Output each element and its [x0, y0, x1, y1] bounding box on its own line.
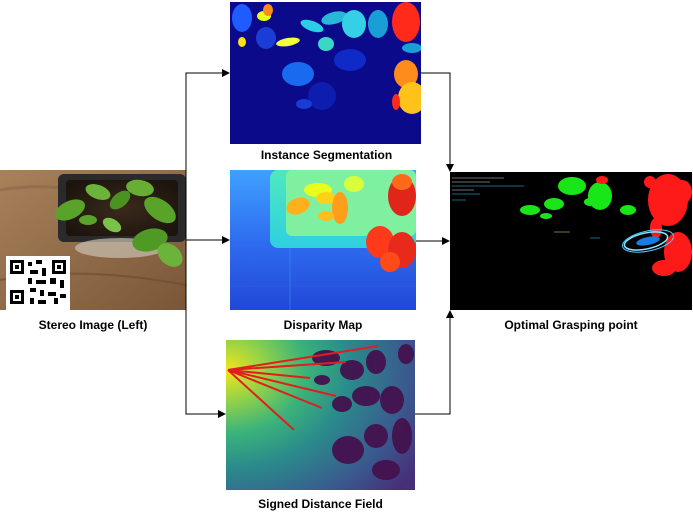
instance-segmentation-image — [230, 2, 421, 144]
optimal-grasping-point-caption: Optimal Grasping point — [504, 318, 638, 332]
instance-segmentation-caption: Instance Segmentation — [260, 148, 393, 162]
arrow-segmentation-to-grasp — [421, 72, 454, 172]
tomato-leaves — [55, 179, 183, 267]
qr-code — [6, 256, 70, 310]
arrow-stereo-to-sdf — [185, 240, 226, 418]
grasp-target-marker — [621, 229, 675, 253]
stereo-image — [0, 170, 186, 310]
grasp-leaf-left — [520, 177, 636, 219]
arrow-sdf-to-grasp — [415, 310, 454, 415]
arrow-stereo-to-segmentation — [185, 69, 230, 240]
stereo-image-caption: Stereo Image (Left) — [38, 318, 148, 332]
sdf-rays — [227, 345, 379, 431]
optimal-grasping-point-image — [450, 172, 692, 310]
disparity-map-image — [230, 170, 416, 310]
signed-distance-field-image — [226, 340, 415, 490]
disparity-map-caption: Disparity Map — [283, 318, 363, 332]
signed-distance-field-caption: Signed Distance Field — [258, 497, 383, 511]
grasp-annotations — [452, 177, 600, 239]
